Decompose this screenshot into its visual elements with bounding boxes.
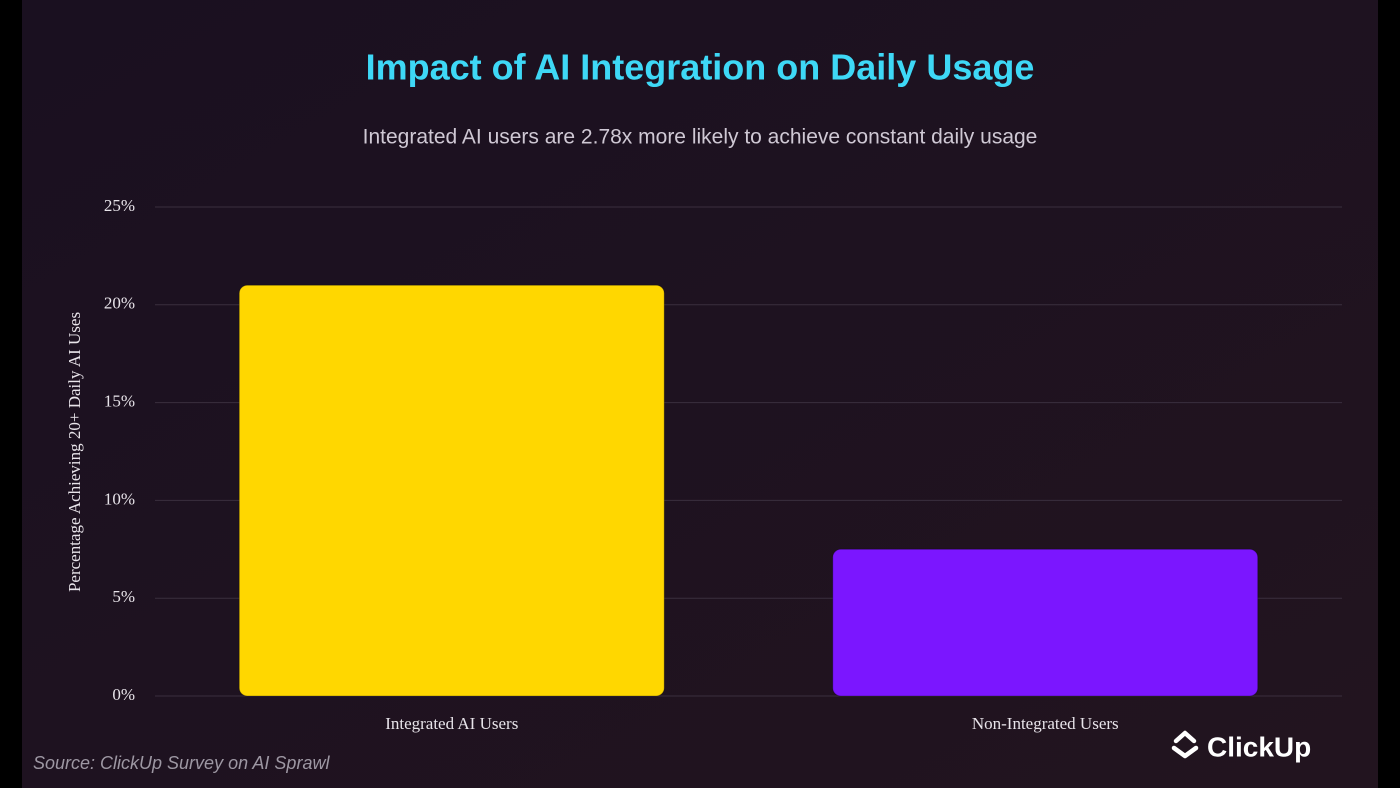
x-tick-label: Integrated AI Users xyxy=(385,714,518,733)
y-tick-label: 15% xyxy=(104,392,135,411)
x-tick-label: Non-Integrated Users xyxy=(972,714,1119,733)
source-note: Source: ClickUp Survey on AI Sprawl xyxy=(33,753,330,773)
y-tick-label: 5% xyxy=(112,587,135,606)
y-tick-label: 25% xyxy=(104,196,135,215)
brand-name: ClickUp xyxy=(1207,731,1311,762)
y-tick-label: 0% xyxy=(112,685,135,704)
chart-title: Impact of AI Integration on Daily Usage xyxy=(366,47,1035,88)
bar xyxy=(832,548,1259,697)
y-tick-label: 20% xyxy=(104,294,135,313)
brand-logo: ClickUp xyxy=(1171,730,1311,762)
y-tick-label: 10% xyxy=(104,489,135,508)
bar xyxy=(238,284,665,697)
chart-subtitle: Integrated AI users are 2.78x more likel… xyxy=(363,126,1038,149)
y-axis-label: Percentage Achieving 20+ Daily AI Uses xyxy=(65,312,84,592)
brand-icon xyxy=(1171,730,1199,759)
